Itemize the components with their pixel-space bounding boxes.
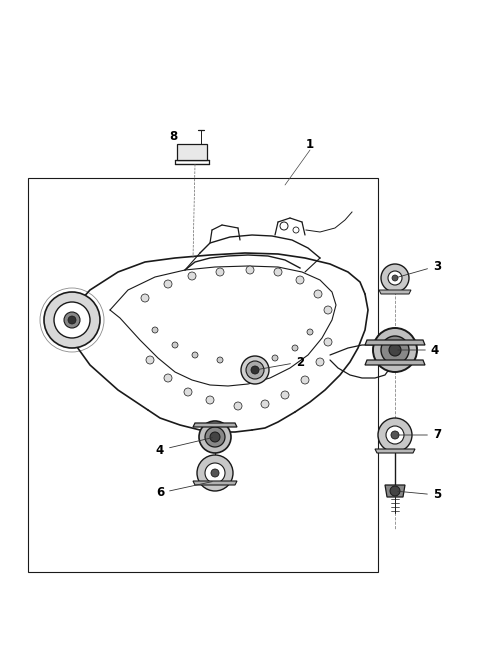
Circle shape: [184, 388, 192, 396]
Circle shape: [381, 336, 409, 364]
Text: 1: 1: [306, 138, 314, 152]
Text: 7: 7: [398, 428, 441, 441]
Circle shape: [217, 357, 223, 363]
Circle shape: [211, 469, 219, 477]
Bar: [28, 178, 378, 572]
Circle shape: [381, 264, 409, 292]
Text: 8: 8: [169, 129, 177, 142]
Text: 4: 4: [156, 438, 212, 457]
Circle shape: [274, 268, 282, 276]
Circle shape: [281, 391, 289, 399]
Circle shape: [390, 486, 400, 496]
Circle shape: [216, 268, 224, 276]
Circle shape: [234, 402, 242, 410]
Circle shape: [307, 329, 313, 335]
Polygon shape: [379, 290, 411, 294]
Circle shape: [164, 374, 172, 382]
Circle shape: [210, 432, 220, 442]
Circle shape: [64, 312, 80, 328]
Circle shape: [316, 358, 324, 366]
Circle shape: [251, 366, 259, 374]
Circle shape: [389, 344, 401, 356]
Polygon shape: [365, 340, 425, 345]
Circle shape: [386, 426, 404, 444]
Text: 4: 4: [398, 344, 439, 356]
Circle shape: [324, 338, 332, 346]
Text: 6: 6: [156, 482, 212, 499]
Circle shape: [378, 418, 412, 452]
Circle shape: [391, 431, 399, 439]
Circle shape: [199, 421, 231, 453]
Circle shape: [68, 316, 76, 324]
Circle shape: [301, 376, 309, 384]
Circle shape: [388, 271, 402, 285]
Circle shape: [392, 275, 398, 281]
Circle shape: [172, 342, 178, 348]
Polygon shape: [177, 144, 207, 160]
Circle shape: [245, 359, 251, 365]
Polygon shape: [193, 423, 237, 427]
Circle shape: [206, 396, 214, 404]
Polygon shape: [385, 485, 405, 497]
Circle shape: [146, 356, 154, 364]
Circle shape: [192, 352, 198, 358]
Circle shape: [188, 272, 196, 280]
Circle shape: [164, 280, 172, 288]
Circle shape: [314, 290, 322, 298]
Circle shape: [272, 355, 278, 361]
Polygon shape: [193, 481, 237, 485]
Circle shape: [44, 292, 100, 348]
Circle shape: [241, 356, 269, 384]
Circle shape: [296, 276, 304, 284]
Circle shape: [141, 294, 149, 302]
Circle shape: [205, 463, 225, 483]
Polygon shape: [375, 449, 415, 453]
Circle shape: [292, 345, 298, 351]
Text: 5: 5: [398, 489, 441, 501]
Circle shape: [197, 455, 233, 491]
Circle shape: [324, 306, 332, 314]
Circle shape: [246, 361, 264, 379]
Text: 3: 3: [397, 260, 441, 277]
Circle shape: [205, 427, 225, 447]
Circle shape: [152, 327, 158, 333]
Polygon shape: [365, 360, 425, 365]
Text: 2: 2: [258, 356, 304, 369]
Circle shape: [373, 328, 417, 372]
Circle shape: [54, 302, 90, 338]
Circle shape: [246, 266, 254, 274]
Circle shape: [261, 400, 269, 408]
